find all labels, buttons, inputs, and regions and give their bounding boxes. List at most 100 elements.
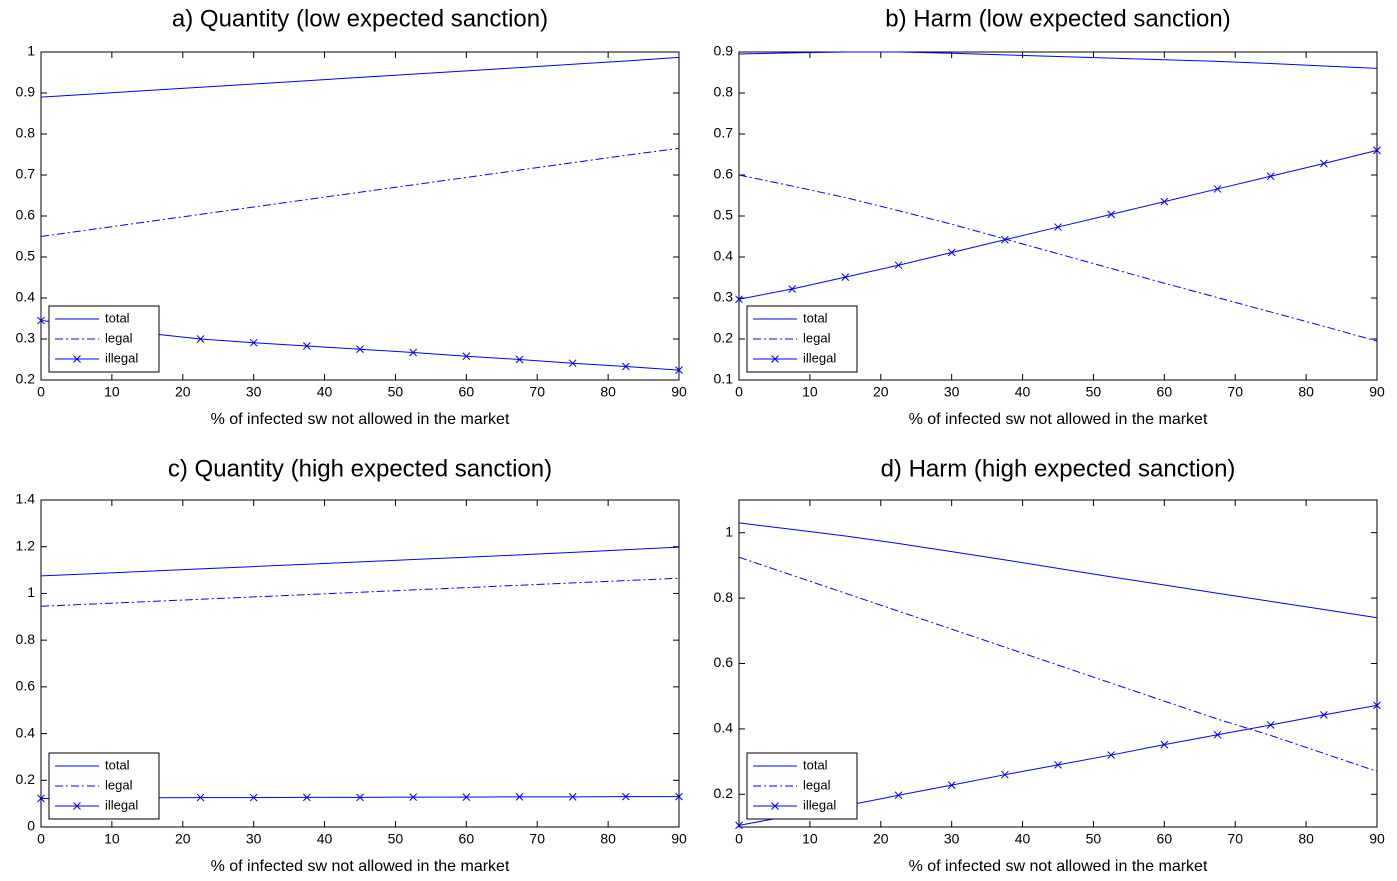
marker — [1054, 761, 1062, 769]
x-tick-label: 80 — [1298, 384, 1314, 400]
x-tick-label: 10 — [104, 384, 120, 400]
y-tick-label: 0.3 — [16, 330, 36, 346]
y-tick-label: 0.9 — [16, 84, 36, 100]
x-tick-label: 10 — [104, 831, 120, 847]
marker — [1054, 223, 1062, 231]
x-tick-label: 70 — [1227, 831, 1243, 847]
marker — [1107, 210, 1116, 219]
legend-box — [48, 752, 160, 820]
marker — [302, 793, 311, 802]
x-tick-label: 60 — [459, 384, 475, 400]
y-tick-label: 1.4 — [16, 491, 36, 507]
legend-label: legal — [105, 330, 133, 345]
marker — [302, 342, 311, 350]
x-axis-label: % of infected sw not allowed in the mark… — [909, 858, 1208, 875]
x-tick-label: 90 — [671, 831, 687, 847]
x-tick-label: 80 — [600, 831, 616, 847]
legend-label: legal — [803, 777, 831, 792]
marker — [675, 792, 683, 801]
marker — [621, 362, 630, 371]
x-tick-label: 60 — [459, 831, 475, 847]
y-tick-label: 1 — [725, 523, 733, 539]
chart-title: c) Quantity (high expected sanction) — [168, 455, 552, 482]
y-tick-label: 0.6 — [16, 207, 36, 223]
marker — [1373, 701, 1381, 710]
y-tick-label: 0.6 — [714, 166, 734, 182]
y-tick-label: 0.5 — [714, 207, 734, 223]
y-tick-label: 0.2 — [16, 371, 36, 387]
x-tick-label: 30 — [944, 384, 960, 400]
x-tick-label: 90 — [671, 384, 687, 400]
marker — [37, 794, 45, 803]
x-tick-label: 10 — [802, 831, 818, 847]
y-tick-label: 0.9 — [714, 43, 734, 59]
legend-label: illegal — [105, 350, 138, 365]
x-tick-label: 0 — [735, 831, 743, 847]
legend-label: total — [803, 757, 828, 772]
legend-label: legal — [803, 330, 831, 345]
legend-label: legal — [105, 777, 133, 792]
x-tick-label: 20 — [873, 831, 889, 847]
y-tick-label: 1 — [27, 43, 35, 59]
y-tick-label: 0 — [27, 818, 35, 834]
y-tick-label: 0.6 — [714, 654, 734, 670]
x-tick-label: 90 — [1369, 831, 1385, 847]
x-tick-label: 20 — [175, 831, 191, 847]
y-tick-label: 0.5 — [16, 248, 36, 264]
x-tick-label: 40 — [317, 831, 333, 847]
marker — [462, 352, 471, 361]
marker — [1160, 740, 1169, 749]
y-tick-label: 0.7 — [714, 125, 734, 141]
marker — [409, 348, 418, 357]
x-tick-label: 0 — [37, 831, 45, 847]
marker — [788, 285, 797, 293]
series-line — [40, 147, 680, 237]
marker — [894, 261, 903, 270]
marker — [249, 793, 258, 802]
x-tick-label: 20 — [873, 384, 889, 400]
chart-title: a) Quantity (low expected sanction) — [172, 5, 548, 32]
series-line — [738, 174, 1378, 342]
legend-label: illegal — [105, 797, 138, 812]
y-tick-label: 0.3 — [714, 289, 734, 305]
legend-label: total — [803, 310, 828, 325]
marker — [37, 316, 45, 325]
series-line — [738, 522, 1378, 619]
legend-label: total — [105, 757, 130, 772]
x-tick-label: 30 — [246, 384, 262, 400]
marker — [1107, 751, 1116, 759]
marker — [1160, 197, 1169, 206]
marker — [947, 781, 956, 789]
x-tick-label: 50 — [388, 384, 404, 400]
y-tick-label: 0.2 — [714, 330, 734, 346]
legend-box — [746, 305, 858, 373]
marker — [735, 295, 743, 304]
marker — [196, 335, 205, 343]
y-tick-label: 0.4 — [16, 724, 36, 740]
x-tick-label: 20 — [175, 384, 191, 400]
marker — [1319, 159, 1328, 168]
y-tick-label: 0.6 — [16, 678, 36, 694]
x-tick-label: 60 — [1157, 831, 1173, 847]
x-tick-label: 70 — [529, 831, 545, 847]
series-line — [40, 56, 680, 98]
series-line — [738, 51, 1378, 69]
marker — [1000, 770, 1009, 779]
marker — [356, 793, 364, 802]
y-tick-label: 0.7 — [16, 166, 36, 182]
marker — [409, 793, 418, 801]
x-tick-label: 30 — [246, 831, 262, 847]
marker — [515, 793, 524, 801]
x-tick-label: 40 — [1015, 384, 1031, 400]
x-tick-label: 40 — [1015, 831, 1031, 847]
x-axis-label: % of infected sw not allowed in the mark… — [211, 411, 510, 428]
x-tick-label: 50 — [388, 831, 404, 847]
marker — [1213, 185, 1222, 193]
marker — [356, 345, 364, 354]
y-tick-label: 0.1 — [714, 371, 734, 387]
x-tick-label: 0 — [735, 384, 743, 400]
marker — [249, 338, 258, 347]
legend-label: total — [105, 310, 130, 325]
legend-marker — [73, 802, 81, 810]
